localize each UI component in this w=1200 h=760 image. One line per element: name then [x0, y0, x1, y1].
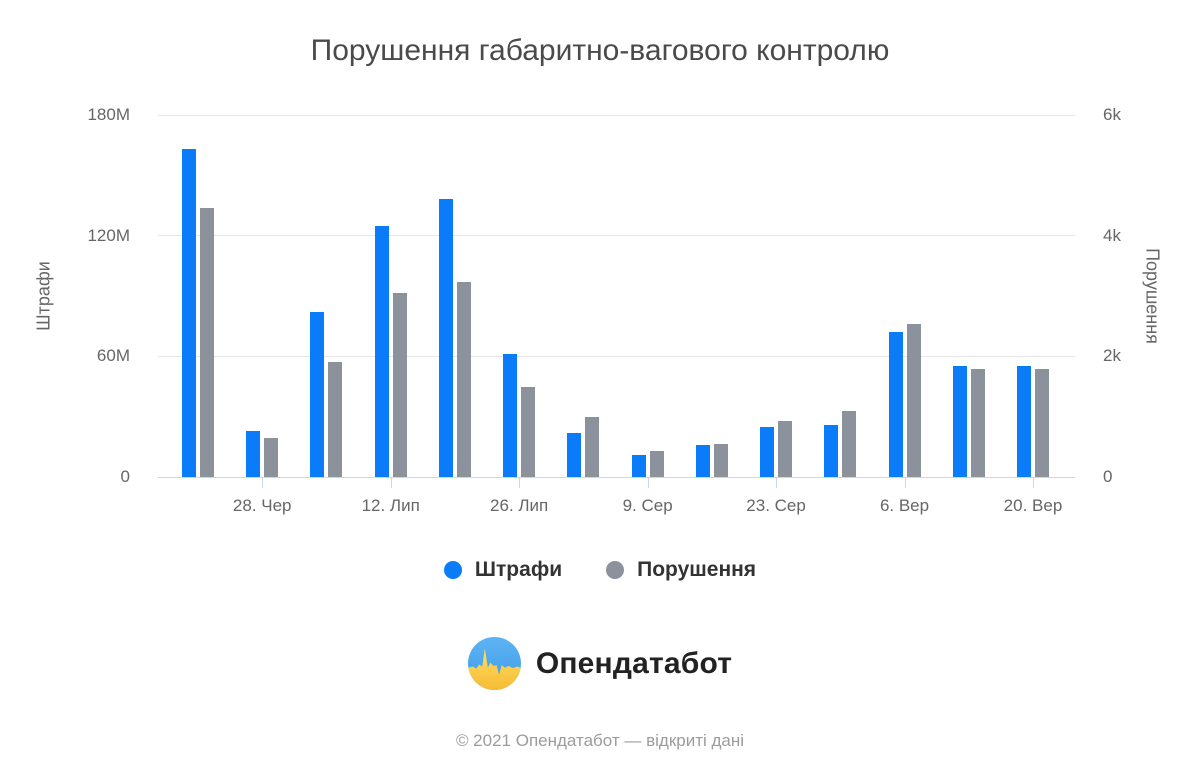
x-axis-label: 9. Сер: [622, 496, 673, 515]
x-axis-line: [158, 477, 1075, 478]
bar-fines[interactable]: [631, 454, 646, 477]
legend-label-violations: Порушення: [637, 558, 757, 581]
bar-violations[interactable]: [585, 416, 600, 477]
bar-fines[interactable]: [760, 426, 775, 477]
x-axis-label: 12. Лип: [361, 496, 420, 515]
y-axis-label-right: 2k: [1103, 346, 1121, 366]
bar-fines[interactable]: [695, 444, 710, 477]
x-axis-label: 6. Вер: [879, 496, 930, 515]
legend: Штрафи Порушення: [0, 558, 1200, 582]
bar-violations[interactable]: [1034, 369, 1049, 477]
bar-violations[interactable]: [649, 451, 664, 477]
fines-series-marker-icon: [443, 561, 462, 579]
bar-fines[interactable]: [824, 424, 839, 477]
x-axis-tick: [519, 478, 521, 488]
gridline: [158, 114, 1075, 116]
bar-violations[interactable]: [778, 421, 793, 477]
bar-fines[interactable]: [503, 354, 518, 477]
x-axis-tick: [390, 478, 392, 488]
y-axis-label-left: 180M: [87, 105, 130, 124]
x-axis-label: 20. Вер: [1003, 496, 1063, 515]
y-axis-label-right: 0: [1103, 467, 1113, 486]
copyright-text: © 2021 Опендатабот — відкриті дані: [455, 731, 745, 750]
x-axis-tick: [1032, 478, 1034, 488]
opendatabot-logo-icon: [467, 637, 521, 690]
bar-fines[interactable]: [1016, 366, 1031, 477]
x-axis-label: 26. Лип: [490, 496, 549, 515]
y-axis-label-left: 0: [120, 467, 130, 486]
bar-violations[interactable]: [392, 292, 407, 477]
gridline: [158, 355, 1075, 357]
left-axis-title: Штрафи: [33, 261, 54, 331]
legend-item-violations[interactable]: Порушення: [606, 558, 756, 582]
gridline: [158, 235, 1075, 237]
bar-violations[interactable]: [456, 282, 471, 477]
bar-violations[interactable]: [713, 444, 728, 477]
bar-fines[interactable]: [952, 366, 967, 477]
bar-fines[interactable]: [567, 432, 582, 477]
bar-violations[interactable]: [970, 369, 985, 477]
x-axis-label: 23. Сер: [746, 496, 806, 515]
bar-violations[interactable]: [521, 386, 536, 477]
bar-violations[interactable]: [328, 362, 343, 477]
bar-violations[interactable]: [200, 207, 214, 477]
x-axis-tick: [262, 478, 264, 488]
bar-fines[interactable]: [438, 199, 453, 477]
bar-violations[interactable]: [842, 410, 857, 477]
brand-footer: Опендатабот: [0, 637, 1200, 690]
bar-fines[interactable]: [374, 225, 389, 477]
y-axis-label-left: 120M: [87, 225, 130, 245]
y-axis-label-right: 6k: [1103, 105, 1121, 124]
right-axis-title: Порушення: [1142, 248, 1163, 344]
legend-label-fines: Штрафи: [474, 558, 563, 581]
chart-title: Порушення габаритно-вагового контролю: [310, 34, 890, 67]
bar-fines[interactable]: [888, 332, 903, 477]
bar-fines[interactable]: [310, 312, 325, 477]
bar-fines[interactable]: [182, 149, 196, 477]
brand-name: Опендатабот: [535, 646, 733, 680]
x-axis-tick: [904, 478, 906, 488]
x-axis-label: 28. Чер: [232, 496, 292, 515]
violations-series-marker-icon: [606, 561, 625, 579]
bar-violations[interactable]: [264, 438, 279, 477]
x-axis-tick: [776, 478, 778, 488]
bar-violations[interactable]: [906, 324, 921, 477]
legend-item-fines[interactable]: Штрафи: [443, 558, 563, 582]
y-axis-label-right: 4k: [1103, 225, 1121, 245]
y-axis-label-left: 60M: [96, 346, 130, 366]
x-axis-tick: [647, 478, 649, 488]
bar-fines[interactable]: [246, 430, 261, 477]
